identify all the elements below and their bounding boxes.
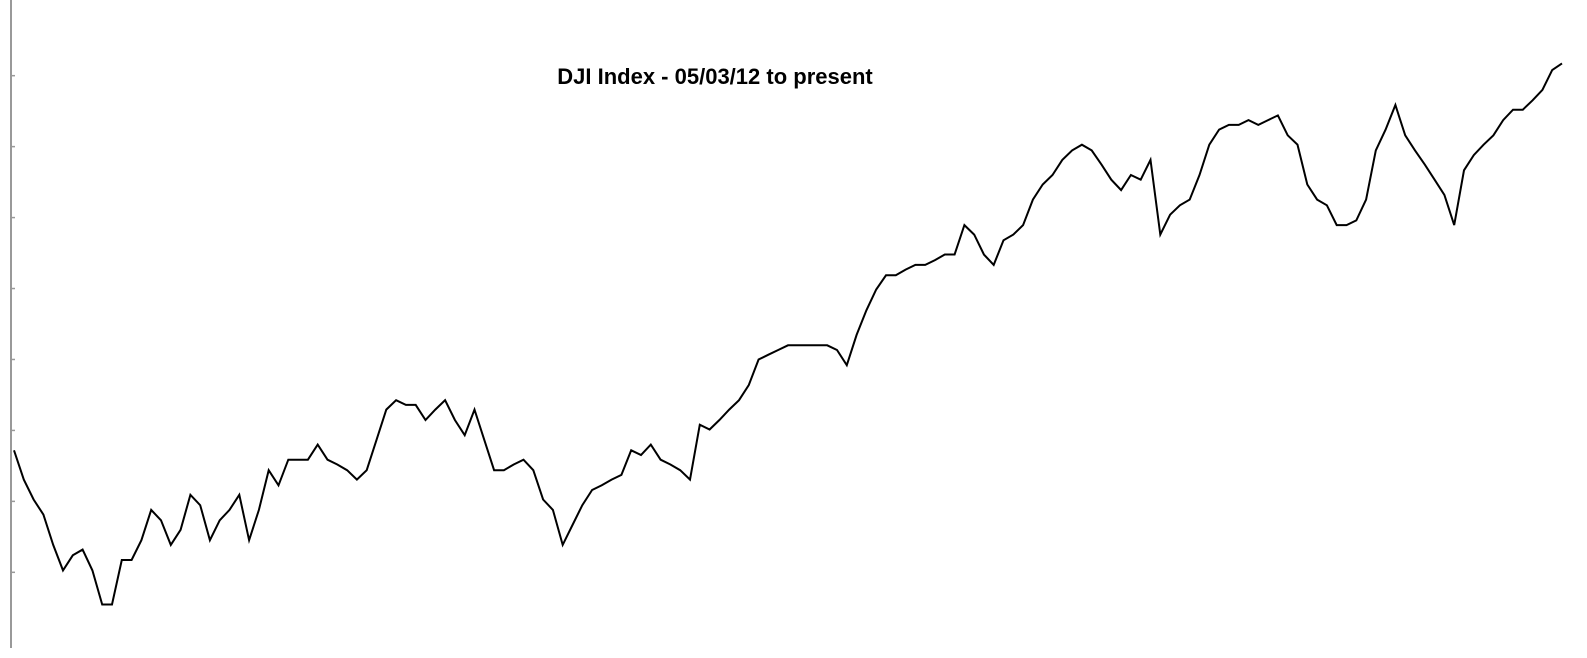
- price-line: [13, 62, 1563, 606]
- chart-title: DJI Index - 05/03/12 to present: [557, 64, 873, 89]
